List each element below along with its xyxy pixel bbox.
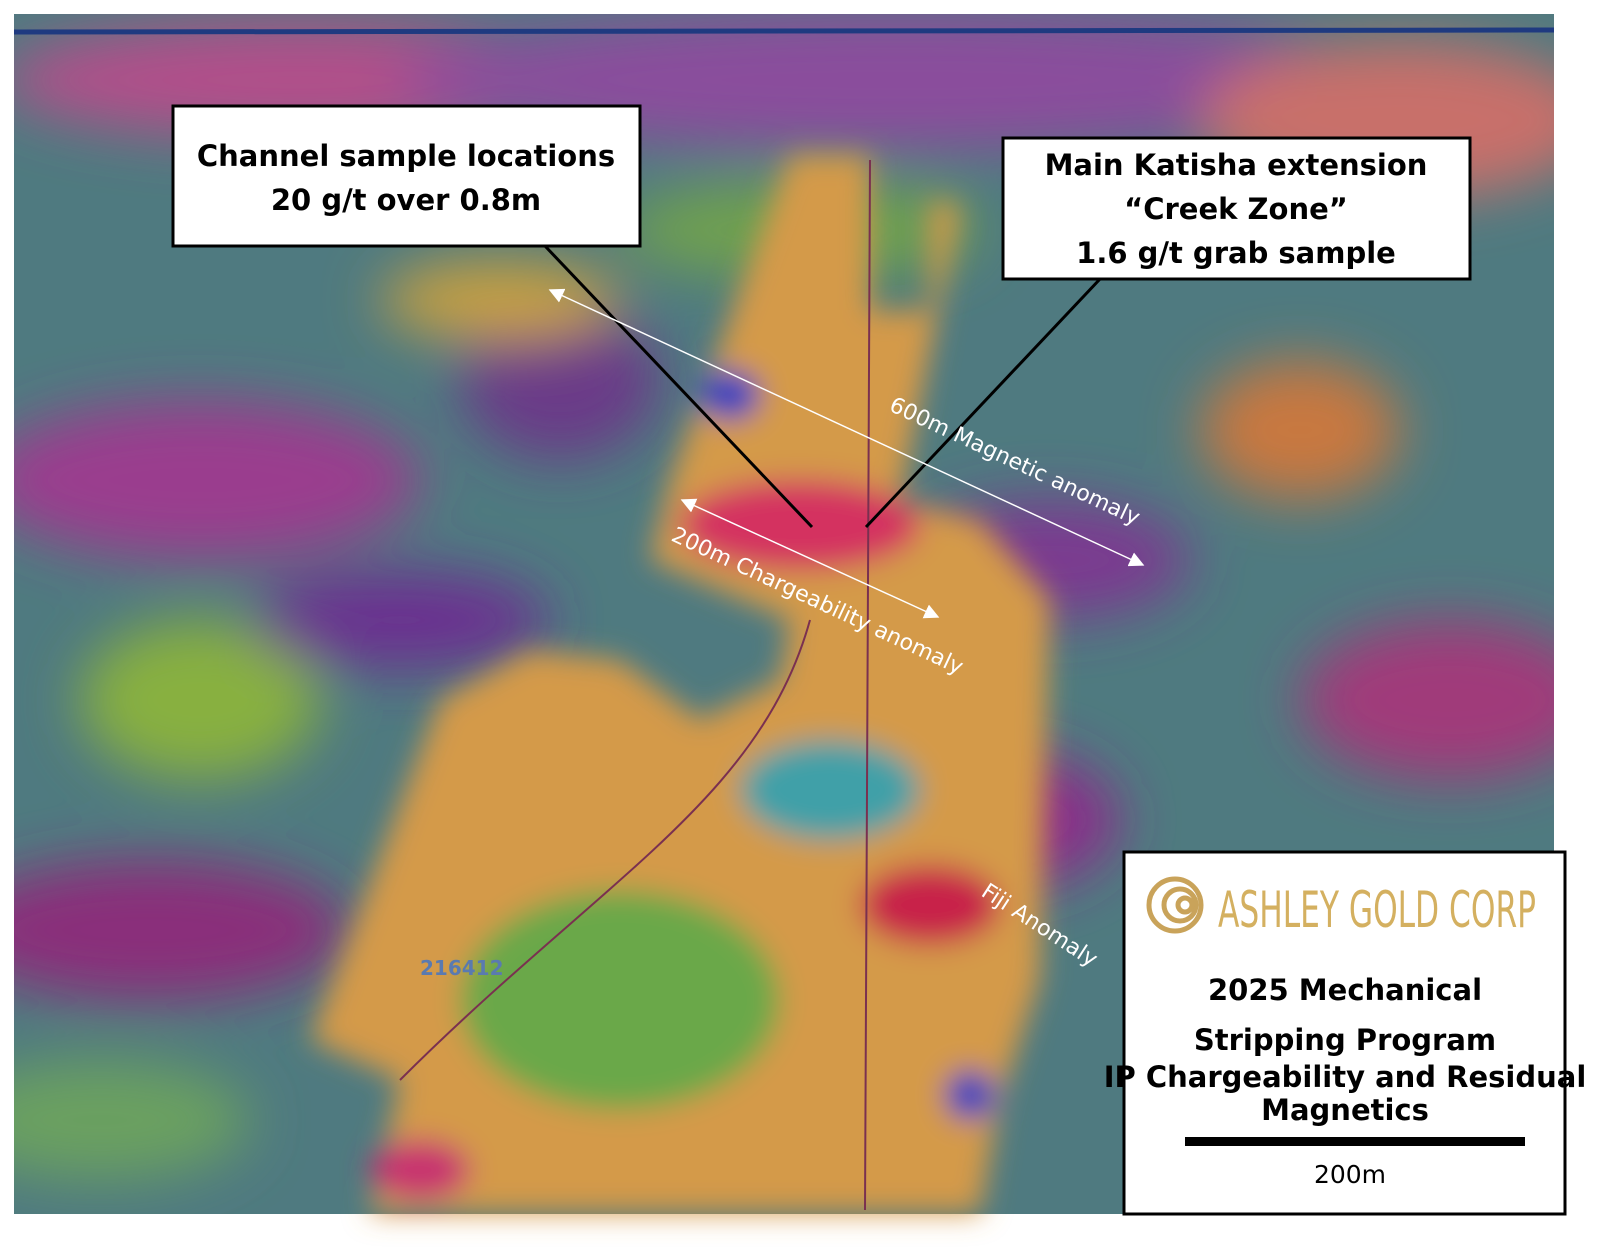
company-name: ASHLEY GOLD CORP <box>1218 881 1536 939</box>
legend-subtitle: IP Chargeability and Residual <box>1104 1060 1587 1094</box>
callout-text: Channel sample locations <box>197 139 615 173</box>
magnetic-arrow <box>548 288 1145 567</box>
claim-number: 216412 <box>420 956 504 980</box>
legend-title: Stripping Program <box>1194 1023 1496 1057</box>
callout-text: “Creek Zone” <box>1124 192 1348 226</box>
legend-title: 2025 Mechanical <box>1208 973 1482 1007</box>
scale-bar <box>1185 1137 1525 1146</box>
logo <box>1146 876 1204 934</box>
callout-text: 1.6 g/t grab sample <box>1076 236 1396 270</box>
callout-text: 20 g/t over 0.8m <box>271 183 541 217</box>
callout-box <box>1001 136 1472 281</box>
callout-text: Main Katisha extension <box>1045 148 1428 182</box>
chargeability-arrow <box>680 498 940 619</box>
callout-box <box>171 104 642 248</box>
boundary-line <box>13 27 1555 35</box>
legend-subtitle: Magnetics <box>1261 1093 1429 1127</box>
scale-label: 200m <box>1314 1160 1386 1189</box>
